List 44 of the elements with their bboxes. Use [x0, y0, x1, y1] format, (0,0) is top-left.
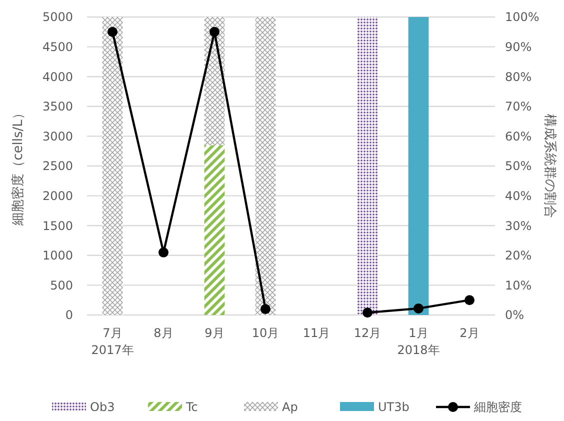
y2-tick-label: 80% — [505, 70, 532, 84]
y2-axis-title: 構成系統群の割合 — [542, 114, 557, 218]
y-tick-label: 5000 — [42, 10, 73, 24]
y-tick-label: 1500 — [42, 218, 73, 233]
y-tick-label: 3000 — [42, 129, 73, 144]
legend-label: Ob3 — [90, 400, 115, 414]
legend-label: Tc — [185, 400, 198, 414]
point — [260, 304, 270, 314]
point — [414, 303, 424, 314]
y-axis-title: 細胞密度（cells/L） — [10, 106, 26, 226]
x-tick-label: 9月 — [204, 326, 224, 340]
x-tick-label: 7月 2017年 — [91, 326, 134, 357]
point — [108, 26, 118, 37]
point — [362, 308, 372, 318]
x-tick-label: 11月 — [302, 326, 330, 340]
legend-label: Ap — [282, 400, 298, 414]
x-tick-label: 10月 — [252, 326, 280, 340]
y2-tick-label: 50% — [505, 159, 532, 174]
point — [464, 295, 474, 306]
y2-tick-label: 90% — [505, 40, 532, 54]
y-tick-label: 1000 — [42, 248, 73, 263]
y2-tick-label: 40% — [505, 189, 532, 203]
y-tick-label: 4500 — [42, 40, 73, 54]
y2-tick-label: 60% — [505, 129, 532, 144]
y2-tick-label: 30% — [505, 218, 532, 233]
y2-tick-label: 70% — [505, 100, 532, 114]
y-tick-label: 3500 — [42, 100, 73, 114]
x-tick-label: 12月 — [354, 326, 382, 340]
legend-label: UT3b — [378, 400, 410, 414]
y-tick-label: 2500 — [42, 159, 73, 174]
point — [210, 26, 220, 37]
y2-tick-label: 100% — [505, 10, 540, 24]
x-tick-label: 2月 — [460, 326, 480, 340]
legend-label: 細胞密度 — [473, 400, 522, 414]
y-tick-label: 500 — [50, 278, 73, 292]
x-tick-label: 1月 2018年 — [397, 326, 440, 357]
y-tick-label: 0 — [65, 308, 73, 322]
y2-tick-label: 20% — [505, 248, 532, 263]
y2-tick-label: 0% — [505, 308, 524, 322]
y-tick-label: 4000 — [42, 70, 73, 84]
y2-tick-label: 10% — [505, 278, 532, 292]
x-tick-label: 8月 — [154, 326, 174, 340]
y-tick-label: 2000 — [42, 189, 73, 203]
point — [158, 247, 168, 258]
